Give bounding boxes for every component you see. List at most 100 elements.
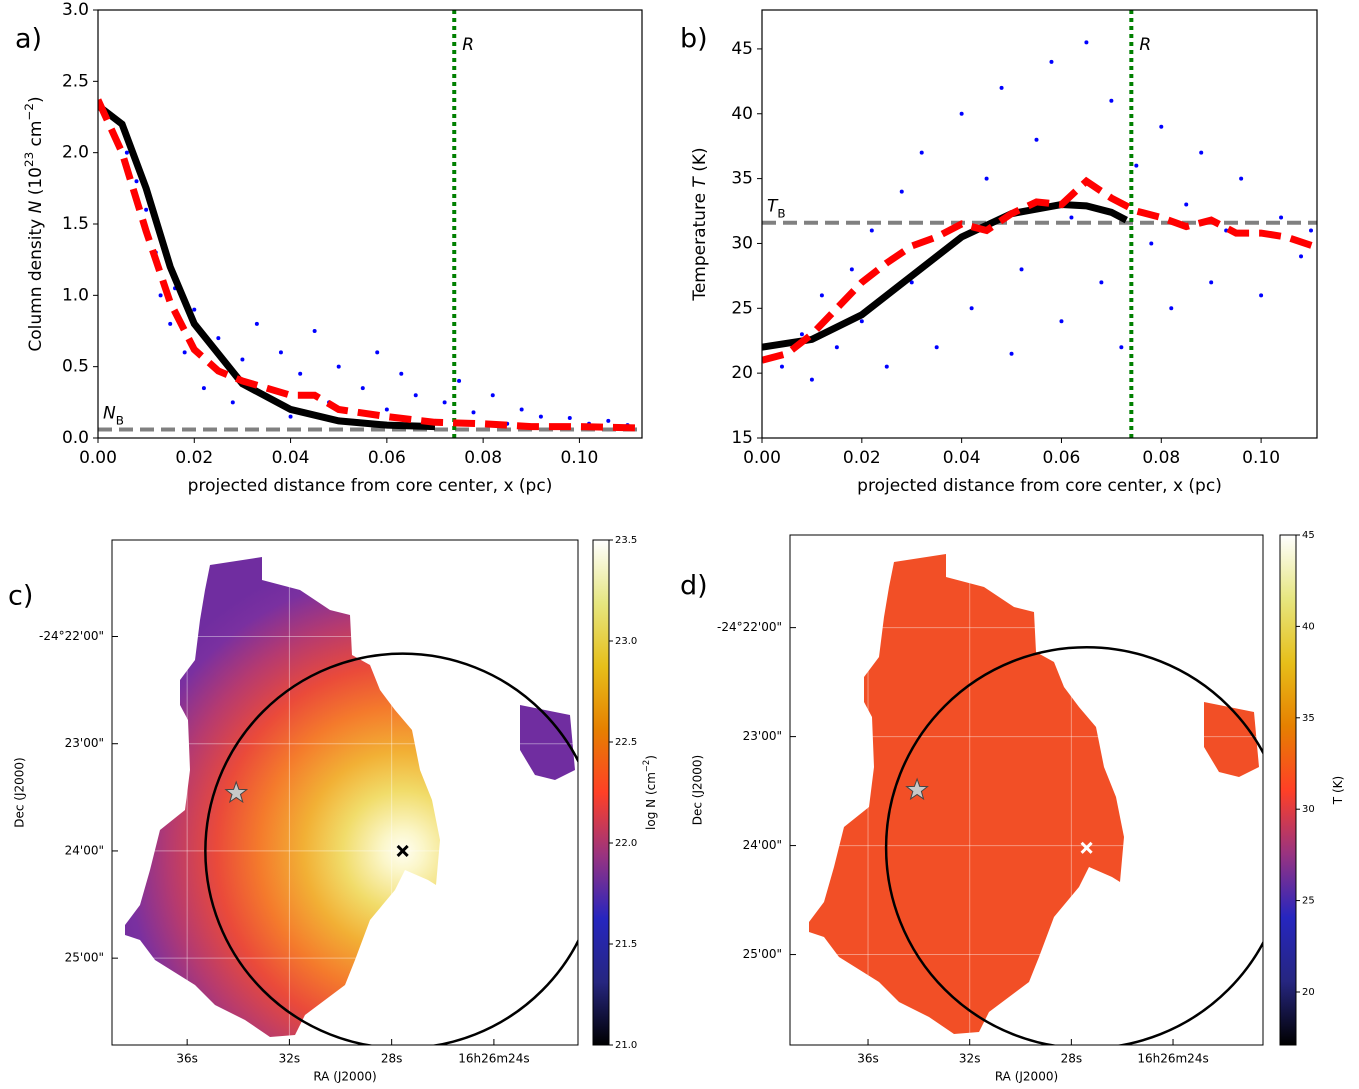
- data-point: [1149, 241, 1154, 246]
- axes-frame: [761, 9, 1318, 439]
- x-tick-label: 16h26m24s: [458, 1052, 529, 1066]
- y-axis-label: Temperature T (K): [690, 147, 710, 301]
- data-point: [1199, 150, 1204, 155]
- data-point: [1059, 319, 1064, 324]
- profile-curve: [762, 176, 1317, 364]
- x-tick-label: 28s: [381, 1052, 403, 1066]
- data-point: [1184, 202, 1189, 207]
- data-point: [849, 267, 854, 272]
- text-part: ): [26, 96, 46, 103]
- panel-label: b): [680, 24, 708, 55]
- data-point: [538, 414, 543, 419]
- data-point: [934, 345, 939, 350]
- y-tick-label: 3.0: [62, 0, 89, 20]
- panel-label: a): [15, 24, 42, 55]
- axes-frame: [789, 534, 1264, 1046]
- x-tick-label: 16h26m24s: [1137, 1052, 1208, 1066]
- data-point: [1109, 98, 1114, 103]
- colorbar-tick-label: 23.5: [615, 535, 637, 546]
- data-point: [1049, 59, 1054, 64]
- text-part: (K): [690, 147, 710, 177]
- x-axis-label: projected distance from core center, x (…: [857, 476, 1222, 496]
- y-tick-label: 30: [731, 233, 753, 253]
- text-part: 23: [22, 152, 36, 167]
- data-point: [168, 321, 173, 326]
- data-point: [1209, 280, 1214, 285]
- data-point: [1099, 280, 1104, 285]
- x-tick-label: 0.06: [368, 448, 406, 468]
- y-tick-label: 0.0: [62, 428, 89, 448]
- data-point: [819, 293, 824, 298]
- map-region: [809, 554, 1124, 1034]
- y-tick-label: 23'00": [743, 729, 782, 743]
- y-axis-label: Dec (J2000): [691, 755, 705, 825]
- data-point: [606, 418, 611, 423]
- x-tick-label: 36s: [857, 1052, 879, 1066]
- y-axis-label: Dec (J2000): [13, 757, 27, 827]
- colorbar-tick-label: 30: [1302, 804, 1315, 815]
- data-point: [230, 400, 235, 405]
- data-point: [969, 306, 974, 311]
- colorbar-tick-label: 22.0: [615, 838, 637, 849]
- y-tick-label: 25'00": [65, 951, 104, 965]
- x-tick-label: 0.02: [843, 448, 881, 468]
- text-part: T (K): [1331, 776, 1345, 805]
- x-tick-label: 32s: [279, 1052, 301, 1066]
- data-point: [312, 329, 317, 333]
- data-point: [124, 150, 129, 155]
- plot-area: [762, 10, 1317, 438]
- y-tick-label: 20: [731, 363, 753, 383]
- text-part: −2: [641, 760, 651, 772]
- radius-label: R: [462, 35, 474, 55]
- y-tick-label: 25: [731, 298, 753, 318]
- data-point: [1239, 176, 1244, 181]
- y-tick-label: 24'00": [65, 843, 104, 857]
- y-tick-label: 2.5: [62, 71, 89, 91]
- text-part: B: [777, 206, 785, 220]
- data-point: [336, 364, 341, 369]
- data-point: [919, 150, 924, 155]
- y-tick-label: 23'00": [65, 736, 104, 750]
- data-point: [884, 364, 889, 369]
- x-tick-label: 0.08: [1142, 448, 1180, 468]
- data-point: [360, 386, 365, 391]
- text-part: R: [1139, 35, 1151, 55]
- data-point: [201, 386, 206, 391]
- data-point: [567, 416, 572, 421]
- x-tick-label: 36s: [176, 1052, 198, 1066]
- panel-label: c): [8, 581, 33, 612]
- data-point: [144, 207, 149, 212]
- text-part: −2: [22, 103, 36, 121]
- data-point: [1034, 137, 1039, 142]
- colorbar-tick-label: 20: [1302, 987, 1315, 998]
- data-point: [182, 350, 187, 355]
- plot-area: [98, 10, 642, 438]
- data-point: [254, 321, 259, 326]
- map-region: [125, 557, 575, 1037]
- radius-label: R: [1139, 35, 1151, 55]
- data-point: [158, 293, 163, 298]
- data-point: [959, 111, 964, 116]
- y-tick-label: -24°22'00": [717, 620, 782, 634]
- x-axis-label: RA (J2000): [313, 1070, 376, 1084]
- data-point: [1119, 345, 1124, 350]
- y-tick-label: -24°22'00": [39, 629, 104, 643]
- colorbar-tick-label: 21.0: [615, 1040, 637, 1051]
- aperture-circle: [884, 646, 1263, 1045]
- data-point: [399, 371, 404, 376]
- data-point: [192, 307, 197, 312]
- background-label: NB: [103, 403, 124, 427]
- data-point: [899, 189, 904, 194]
- model-curve: [98, 102, 436, 431]
- data-point: [799, 332, 804, 337]
- data-point: [869, 228, 874, 233]
- colorbar-tick-label: 40: [1302, 621, 1315, 632]
- data-point: [809, 377, 814, 382]
- data-point: [134, 179, 139, 184]
- colorbar-tick-label: 23.0: [615, 636, 637, 647]
- y-axis-label: Column density N (1023 cm−2): [22, 96, 47, 351]
- map-region: [125, 557, 440, 1037]
- data-point: [1279, 215, 1284, 220]
- text-part: log N (cm: [644, 772, 658, 830]
- aperture-circle: [204, 652, 578, 1045]
